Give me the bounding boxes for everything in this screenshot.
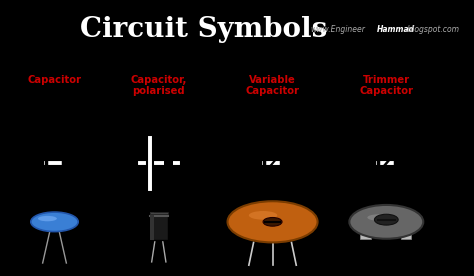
- Bar: [360, 217, 371, 239]
- Text: Capacitor,
polarised: Capacitor, polarised: [131, 75, 187, 96]
- Circle shape: [228, 201, 318, 242]
- Text: Hammad: Hammad: [377, 25, 415, 34]
- Text: +: +: [146, 121, 155, 131]
- Text: Capacitor: Capacitor: [27, 75, 82, 84]
- Bar: [150, 212, 168, 214]
- Ellipse shape: [38, 216, 57, 221]
- Bar: [164, 135, 173, 192]
- Ellipse shape: [31, 212, 78, 232]
- Text: Circuit Symbols: Circuit Symbols: [80, 16, 328, 43]
- Text: .blogspot.com: .blogspot.com: [405, 25, 459, 34]
- Ellipse shape: [263, 217, 282, 226]
- Text: Trimmer
Capacitor: Trimmer Capacitor: [359, 75, 413, 96]
- Bar: [150, 212, 155, 240]
- Ellipse shape: [249, 211, 277, 220]
- Circle shape: [349, 205, 423, 239]
- Text: www.Engineer: www.Engineer: [310, 25, 365, 34]
- Bar: [147, 135, 153, 192]
- Bar: [150, 212, 168, 240]
- Text: Variable
Capacitor: Variable Capacitor: [246, 75, 300, 96]
- Bar: [401, 217, 411, 239]
- Ellipse shape: [367, 214, 391, 221]
- Circle shape: [374, 214, 398, 225]
